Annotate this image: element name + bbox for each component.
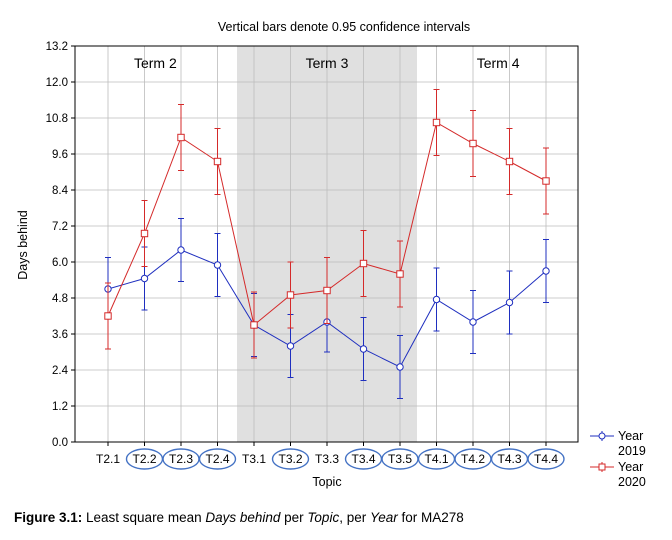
x-tick-label: T3.2 bbox=[278, 452, 302, 466]
y-tick-label: 9.6 bbox=[52, 149, 68, 161]
data-point bbox=[323, 286, 331, 295]
x-tick-label: T3.1 bbox=[242, 452, 266, 466]
caption-text: for MA278 bbox=[397, 510, 464, 525]
y-tick-label: 6.0 bbox=[52, 257, 68, 269]
data-point bbox=[140, 229, 149, 238]
figure-caption: Figure 3.1: Least square mean Days behin… bbox=[14, 510, 464, 525]
term-label: Term 4 bbox=[477, 55, 520, 71]
data-point bbox=[359, 259, 368, 268]
term-label: Term 3 bbox=[306, 55, 349, 71]
legend-label: 2020 bbox=[618, 475, 646, 489]
data-point bbox=[542, 177, 550, 185]
y-tick-label: 7.2 bbox=[52, 221, 68, 233]
highlight-circle bbox=[527, 448, 565, 470]
x-axis: T2.1 T2.2 T2.3 T2.4 T3.1 T3.2 T3.3 T3.4 T3.5 T4.1… bbox=[96, 442, 565, 470]
x-axis-title: Topic bbox=[312, 475, 341, 489]
caption-term: Year bbox=[369, 510, 398, 525]
legend-marker bbox=[598, 432, 606, 440]
caption-text: , per bbox=[339, 510, 370, 525]
caption-label: Figure 3.1: bbox=[14, 510, 83, 525]
data-point bbox=[432, 118, 441, 127]
data-point bbox=[469, 139, 477, 148]
x-tick-label: T2.1 bbox=[96, 452, 120, 466]
data-point bbox=[286, 291, 295, 299]
chart: Term 2 Term 3 Term 4 0.0 1.2 2.4 3.6 4.8 6.0 7.2… bbox=[16, 20, 646, 489]
caption-term: Days behind bbox=[205, 510, 281, 525]
data-point bbox=[505, 157, 514, 166]
term-label: Term 2 bbox=[134, 55, 177, 71]
y-tick-label: 1.2 bbox=[52, 401, 68, 413]
caption-text: Least square mean bbox=[82, 510, 206, 525]
data-point bbox=[104, 312, 112, 320]
y-tick-label: 2.4 bbox=[52, 365, 69, 377]
y-tick-label: 3.6 bbox=[52, 329, 68, 341]
data-point bbox=[469, 318, 477, 326]
caption-text: per bbox=[280, 510, 308, 525]
x-tick-label: T4.3 bbox=[497, 452, 521, 466]
data-point bbox=[505, 298, 514, 307]
data-point bbox=[542, 267, 550, 275]
x-tick-label: T3.3 bbox=[315, 452, 339, 466]
x-tick-label: T2.4 bbox=[205, 452, 229, 466]
y-tick-label: 0.0 bbox=[52, 437, 68, 449]
y-tick-label: 12.0 bbox=[46, 77, 68, 89]
x-tick-label: T3.5 bbox=[388, 452, 412, 466]
y-tick-label: 4.8 bbox=[52, 293, 68, 305]
data-point bbox=[432, 295, 441, 304]
chart-title: Vertical bars denote 0.95 confidence int… bbox=[218, 20, 470, 34]
x-tick-label: T3.4 bbox=[351, 452, 375, 466]
data-point bbox=[140, 274, 149, 283]
series-layer bbox=[104, 89, 550, 399]
data-point bbox=[396, 270, 404, 278]
legend-label: Year bbox=[618, 460, 643, 474]
highlight-circle bbox=[271, 448, 310, 470]
y-axis-title: Days behind bbox=[16, 210, 30, 280]
data-point bbox=[213, 261, 222, 269]
y-axis: 0.0 1.2 2.4 3.6 4.8 6.0 7.2 8.4 9.6 10.8 12.0 13.2 bbox=[46, 41, 75, 449]
y-tick-label: 8.4 bbox=[52, 185, 69, 197]
data-point bbox=[286, 342, 295, 350]
data-point bbox=[177, 133, 185, 142]
x-tick-label: T4.1 bbox=[424, 452, 448, 466]
x-tick-label: T2.3 bbox=[169, 452, 193, 466]
data-point bbox=[359, 345, 368, 353]
x-tick-label: T2.2 bbox=[132, 452, 156, 466]
x-tick-label: T4.2 bbox=[461, 452, 485, 466]
legend-label: 2019 bbox=[618, 444, 646, 458]
x-tick-label: T4.4 bbox=[534, 452, 558, 466]
data-point bbox=[177, 246, 185, 254]
data-point bbox=[396, 363, 404, 371]
y-tick-label: 13.2 bbox=[46, 41, 68, 53]
caption-term: Topic bbox=[307, 510, 340, 525]
data-point bbox=[213, 157, 222, 166]
legend-marker bbox=[598, 463, 606, 471]
term-labels: Term 2 Term 3 Term 4 bbox=[134, 55, 520, 71]
legend-label: Year bbox=[618, 429, 643, 443]
data-point bbox=[250, 321, 258, 329]
highlight-circle bbox=[198, 448, 237, 470]
y-tick-label: 10.8 bbox=[46, 113, 68, 125]
